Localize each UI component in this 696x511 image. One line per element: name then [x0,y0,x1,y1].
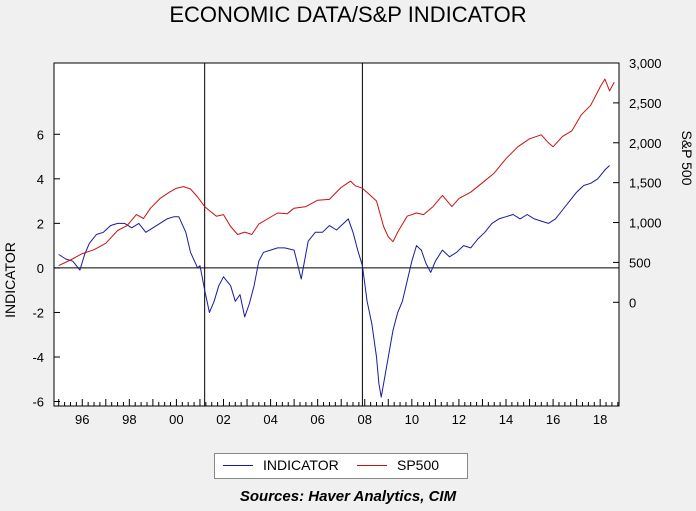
y-right-tick-label: 3,000 [629,56,662,71]
plot-area [53,62,620,407]
legend-swatch-indicator [223,465,253,466]
x-tick-label-06: 06 [310,412,324,427]
y-left-tick-label: 0 [37,261,44,276]
y-left-tick-label: -2 [32,305,44,320]
axis-ticks: 96 98 00 02 04 06 08 10 12 14 16 18-6-4-2024605001,… [32,56,661,427]
legend: INDICATOR SP500 [214,453,468,479]
series-line-indicator [58,165,610,398]
x-tick-label-14: 14 [499,412,513,427]
legend-label-sp500: SP500 [397,457,440,473]
y-right-tick-label: 1,000 [629,216,662,231]
y-left-tick-label: 2 [37,216,44,231]
legend-swatch-sp500 [357,465,387,466]
y-right-tick-label: 0 [629,295,636,310]
y-left-tick-label: 6 [37,127,44,142]
x-tick-label-08: 08 [358,412,372,427]
x-tick-label-04: 04 [263,412,277,427]
x-tick-label-96: 96 [75,412,89,427]
x-tick-label-18: 18 [593,412,607,427]
y-left-tick-label: 4 [37,172,44,187]
source-note: Sources: Haver Analytics, CIM [239,488,457,505]
series-line-sp500 [58,78,615,267]
y-axis-label-right: S&P 500 [679,130,695,185]
x-tick-label-10: 10 [405,412,419,427]
chart-title: ECONOMIC DATA/S&P INDICATOR [169,2,527,27]
y-right-tick-label: 2,500 [629,96,662,111]
y-left-tick-label: -6 [32,395,44,410]
y-right-tick-label: 500 [629,255,651,270]
x-tick-label-16: 16 [546,412,560,427]
x-tick-label-12: 12 [452,412,466,427]
y-right-tick-label: 2,000 [629,136,662,151]
legend-label-indicator: INDICATOR [263,457,339,473]
x-tick-label-02: 02 [216,412,230,427]
y-axis-label-left: INDICATOR [2,242,18,318]
y-right-tick-label: 1,500 [629,176,662,191]
y-left-tick-label: -4 [32,350,44,365]
x-tick-label-00: 00 [169,412,183,427]
x-tick-label-98: 98 [122,412,136,427]
series-lines [58,78,615,398]
